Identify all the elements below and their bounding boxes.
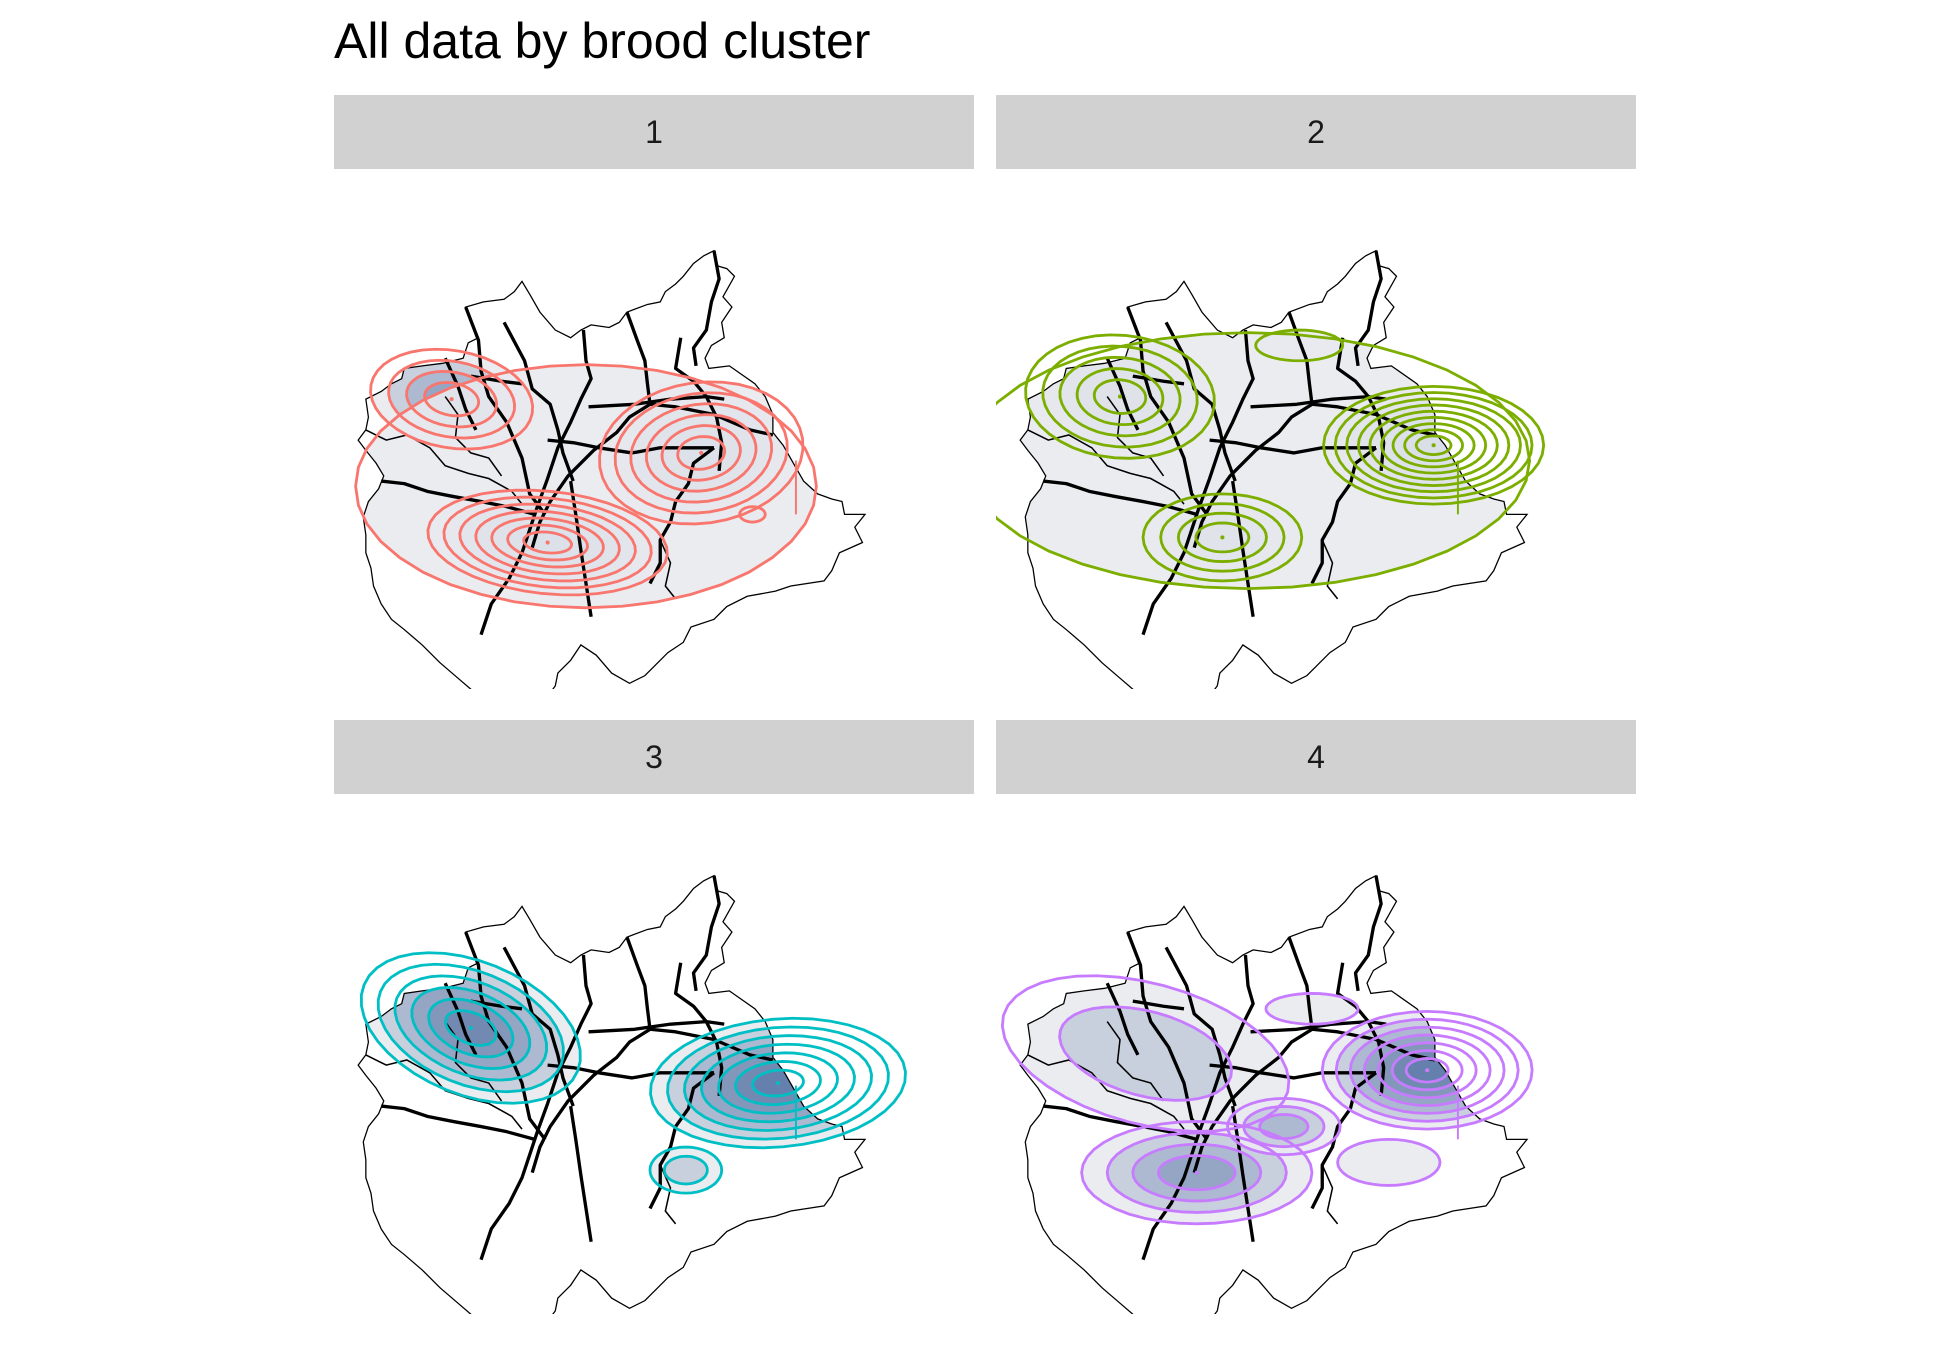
boundary-line-1-1 bbox=[365, 429, 523, 505]
facet-panel-4: 4 bbox=[996, 720, 1636, 1320]
road-line-2-8 bbox=[1366, 395, 1386, 471]
road-line-3-12 bbox=[470, 999, 523, 1011]
road-line-2-3 bbox=[1141, 329, 1255, 636]
road-line-4-12 bbox=[1132, 999, 1185, 1011]
plot-title: All data by brood cluster bbox=[334, 13, 871, 69]
facet-label-3: 3 bbox=[645, 738, 663, 775]
region-outline-4 bbox=[1019, 874, 1529, 1314]
road-line-3-5 bbox=[625, 936, 652, 1030]
road-line-3-16 bbox=[381, 1104, 536, 1141]
road-line-3-4 bbox=[588, 1019, 725, 1034]
facet-label-1: 1 bbox=[645, 113, 663, 150]
road-line-4-13 bbox=[1105, 982, 1140, 1056]
road-line-3-11 bbox=[648, 1071, 715, 1210]
road-line-2-4 bbox=[1250, 394, 1387, 409]
density-peak-3 bbox=[775, 1080, 781, 1086]
road-line-1-3 bbox=[479, 329, 593, 636]
facet-label-4: 4 bbox=[1307, 738, 1325, 775]
density-peak-2 bbox=[1117, 394, 1123, 399]
density-fill-2 bbox=[1020, 330, 1528, 589]
road-line-3-2 bbox=[502, 946, 575, 1107]
boundary-line-2-3 bbox=[1321, 539, 1339, 600]
road-line-4-16 bbox=[1043, 1104, 1198, 1141]
facet-strip-1: 1 bbox=[334, 95, 974, 169]
density-contours-4 bbox=[1000, 974, 1534, 1226]
road-line-3-6 bbox=[530, 1027, 651, 1174]
road-line-3-9 bbox=[673, 962, 708, 1023]
road-line-1-5 bbox=[625, 311, 652, 405]
boundary-line-2-2 bbox=[1106, 396, 1165, 477]
boundary-line-1-2 bbox=[444, 396, 503, 477]
region-outline-1 bbox=[357, 249, 867, 689]
density-peak-1 bbox=[699, 450, 704, 455]
road-line-2-9 bbox=[1335, 337, 1370, 398]
road-line-2-6 bbox=[1192, 402, 1313, 549]
density-contours-3 bbox=[359, 951, 907, 1195]
road-line-1-9 bbox=[673, 337, 708, 398]
road-line-2-2 bbox=[1164, 321, 1237, 482]
facet-label-2: 2 bbox=[1307, 113, 1325, 150]
facet-strip-4: 4 bbox=[996, 720, 1636, 794]
density-peak-1 bbox=[545, 540, 550, 545]
road-line-1-2 bbox=[502, 321, 575, 482]
density-peak-3 bbox=[468, 1025, 473, 1031]
road-line-4-15 bbox=[1209, 1063, 1376, 1080]
road-line-2-10 bbox=[1353, 250, 1383, 367]
map-1 bbox=[354, 249, 867, 689]
road-line-3-14 bbox=[568, 1105, 593, 1243]
road-line-2-12 bbox=[1132, 374, 1185, 386]
density-peak-2 bbox=[1220, 535, 1225, 540]
road-line-3-10 bbox=[691, 875, 721, 992]
map-4 bbox=[1000, 874, 1534, 1314]
map-3 bbox=[357, 874, 907, 1314]
road-line-2-13 bbox=[1105, 357, 1140, 431]
density-peak-4 bbox=[1194, 1170, 1199, 1175]
density-peak-1 bbox=[449, 397, 454, 402]
road-line-1-8 bbox=[704, 395, 724, 471]
facet-panel-2: 2 bbox=[996, 95, 1636, 695]
facet-panel-1: 1 bbox=[334, 95, 974, 695]
boundary-line-1-3 bbox=[659, 539, 677, 600]
facet-panel-3: 3 bbox=[334, 720, 974, 1320]
density-contours-2 bbox=[996, 328, 1546, 591]
road-line-1-1 bbox=[464, 306, 547, 516]
road-line-4-5 bbox=[1287, 936, 1314, 1030]
facet-strip-3: 3 bbox=[334, 720, 974, 794]
boundary-line-4-2 bbox=[1106, 1021, 1165, 1102]
road-line-4-2 bbox=[1164, 946, 1237, 1107]
density-contours-1 bbox=[354, 347, 818, 610]
density-peak-4 bbox=[1425, 1068, 1430, 1073]
road-line-2-15 bbox=[1209, 438, 1376, 455]
boundary-line-4-3 bbox=[1321, 1164, 1339, 1225]
boundary-line-4-1 bbox=[1027, 1054, 1185, 1130]
road-line-1-10 bbox=[691, 250, 721, 367]
road-line-4-10 bbox=[1353, 875, 1383, 992]
region-outline-3 bbox=[357, 874, 867, 1314]
road-line-3-3 bbox=[479, 954, 593, 1261]
density-peak-2 bbox=[1431, 443, 1436, 448]
facet-strip-2: 2 bbox=[996, 95, 1636, 169]
road-line-4-3 bbox=[1141, 954, 1255, 1261]
road-line-4-1 bbox=[1126, 931, 1209, 1141]
map-2 bbox=[996, 249, 1546, 689]
road-line-4-4 bbox=[1250, 1019, 1387, 1034]
